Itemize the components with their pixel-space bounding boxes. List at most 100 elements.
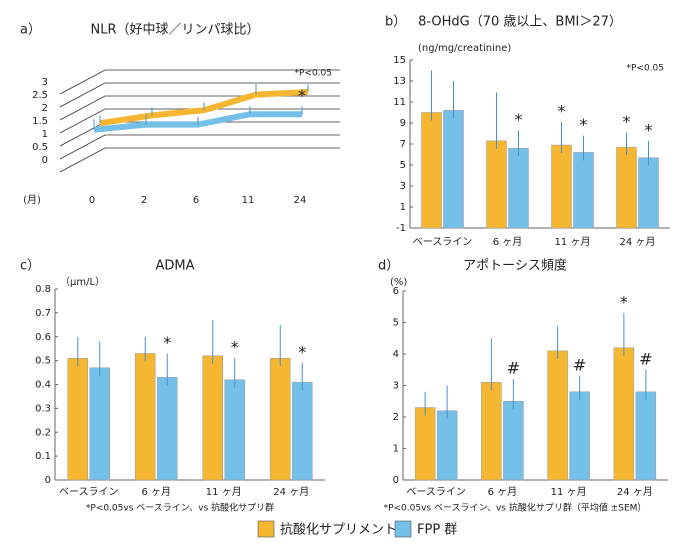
y-tick-label: 4 [393,349,399,360]
y-tick-label: 0.3 [35,403,51,414]
y-tick-label: 3 [42,77,48,88]
significance-mark: * [558,101,566,120]
significance-mark: * [515,110,523,129]
bar [157,377,178,481]
y-tick-label: 0 [42,155,48,166]
y-tick-label: 0.5 [32,142,48,153]
chart-title: NLR（好中球／リンパ球比） [90,23,259,38]
x-tick-label: ベースライン [406,486,466,498]
significance-mark: * [163,333,171,352]
x-tick-label: ベースライン [413,236,473,248]
grid-line [59,134,340,160]
x-tick-label: 6 ヶ月 [141,486,171,498]
bar [224,379,245,481]
grid-line [59,147,340,173]
y-tick-label: 13 [393,76,406,87]
significance-mark: * [645,120,653,139]
grid-line [59,108,340,134]
y-tick-label: 0.2 [35,427,51,438]
significance-mark: * [623,112,631,131]
legend-swatch [394,520,412,538]
y-tick-label: 0 [45,475,51,486]
y-tick-label: 2 [42,103,48,114]
bar [503,401,524,481]
bar [443,110,464,229]
bar [547,350,568,481]
y-tick-label: 1 [42,129,48,140]
y-axis-label: （μm/L） [60,276,105,288]
x-tick-label: 2 [141,195,147,206]
bar [508,147,529,229]
y-tick-label: 6 [393,286,399,297]
significance-mark: * [620,293,628,312]
grid-line [59,82,340,108]
bar [67,357,88,481]
x-tick-label: ベースライン [59,486,119,498]
note: *P<0.05vs ベースライン、vs 抗酸化サプリ群（平均値 ±SEM） [384,502,647,514]
y-tick-label: 2.5 [32,90,48,101]
significance-mark: # [573,356,586,375]
bar [89,367,110,481]
x-tick-label: 6 ヶ月 [493,236,523,248]
bar [569,391,590,481]
bar [635,391,657,481]
bar [436,410,458,481]
bar [613,347,635,481]
y-tick-label: 7 [400,139,406,150]
bar [486,140,507,229]
bar [638,157,659,229]
y-tick-label: 5 [393,318,399,329]
note: *P<0.05 [626,64,664,74]
bar [481,382,502,481]
y-tick-label: 9 [400,118,406,129]
bar [270,357,291,481]
x-tick-label: 11 ヶ月 [206,486,242,498]
bar [135,353,156,481]
x-tick-label: 6 [193,195,199,206]
bar [292,381,313,481]
panel-label: c） [20,259,40,274]
significance-mark: # [507,359,520,378]
x-tick-label: 24 [294,195,307,206]
x-tick-label: 6 ヶ月 [488,486,518,498]
y-tick-label: -1 [396,223,406,234]
bar [573,152,594,229]
y-tick-label: 0.8 [35,284,51,295]
legend-label: FPP 群 [417,523,457,538]
x-tick-label: 24 ヶ月 [617,486,653,498]
x-tick-label: 24 ヶ月 [273,486,309,498]
x-unit-label: (月) [23,194,41,206]
x-tick-label: 0 [89,195,95,206]
y-tick-label: 11 [393,97,406,108]
legend-label: 抗酸化サプリメント群 [280,523,410,538]
significance-mark: # [639,349,652,368]
chart-title: 8-OHdG（70 歳以上、BMI＞27） [418,15,622,30]
y-tick-label: 1 [400,202,406,213]
y-tick-label: 15 [393,55,406,66]
y-axis-label: (%) [390,277,407,288]
y-tick-label: 0.6 [35,332,51,343]
x-tick-label: 11 ヶ月 [555,236,591,248]
x-tick-label: 11 [242,195,255,206]
note: *P<0.05 [294,69,332,79]
panel-label: d） [378,259,399,274]
significance-mark: * [231,338,239,357]
bar [616,146,637,229]
bar [202,355,223,481]
y-tick-label: 3 [400,181,406,192]
panel-label: a） [20,23,41,38]
y-tick-label: 0.4 [35,380,51,391]
significance-mark: * [298,86,306,105]
legend-swatch [257,520,275,538]
y-axis-label: (ng/mg/creatinine) [418,43,511,54]
bar [551,144,572,229]
note: *P<0.05vs ベースライン、vs 抗酸化サプリ群 [86,502,274,514]
bar [421,112,442,229]
y-tick-label: 0.7 [35,308,51,319]
y-tick-label: 0 [393,475,399,486]
grid-line [59,69,340,95]
chart-title: アポトーシス頻度 [463,258,567,274]
y-tick-label: 3 [393,381,399,392]
y-tick-label: 1 [393,444,399,455]
